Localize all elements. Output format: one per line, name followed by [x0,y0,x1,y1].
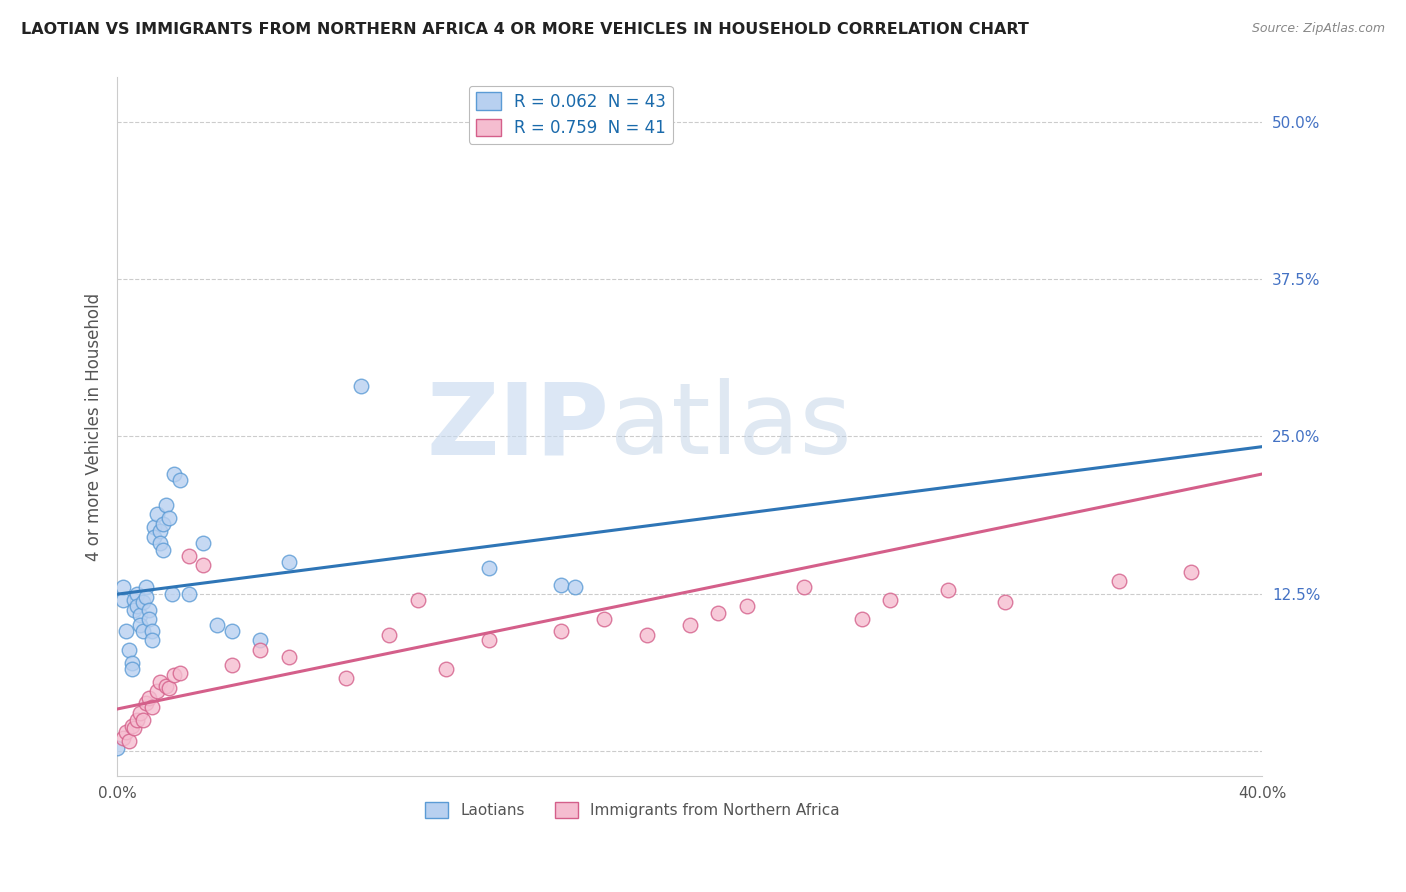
Point [117,734,139,748]
Point [111,731,134,746]
Point [114,624,136,639]
Point [111,593,134,607]
Point [135,580,157,594]
Point [105,741,128,756]
Point [163,668,186,682]
Point [124,593,146,607]
Text: LAOTIAN VS IMMIGRANTS FROM NORTHERN AFRICA 4 OR MORE VEHICLES IN HOUSEHOLD CORRE: LAOTIAN VS IMMIGRANTS FROM NORTHERN AFRI… [21,22,1029,37]
Point [146,508,169,522]
Point [478,633,501,648]
Point [249,633,271,648]
Point [169,473,191,487]
Point [191,558,214,572]
Point [564,580,586,594]
Point [335,671,357,685]
Point [163,467,186,481]
Point [155,499,177,513]
Point [141,700,163,714]
Point [1108,574,1130,588]
Point [157,681,180,695]
Point [132,713,155,727]
Point [207,618,229,632]
Point [550,578,572,592]
Text: atlas: atlas [610,378,851,475]
Point [152,542,174,557]
Point [478,561,501,575]
Point [141,633,163,648]
Point [114,725,136,739]
Text: Source: ZipAtlas.com: Source: ZipAtlas.com [1251,22,1385,36]
Point [160,586,183,600]
Point [177,586,200,600]
Point [135,696,157,710]
Point [135,591,157,605]
Point [707,606,730,620]
Point [143,520,166,534]
Point [146,683,169,698]
Legend: Laotians, Immigrants from Northern Africa: Laotians, Immigrants from Northern Afric… [419,797,846,824]
Point [221,624,243,639]
Point [278,555,301,569]
Point [994,595,1017,609]
Point [132,595,155,609]
Text: ZIP: ZIP [427,378,610,475]
Point [278,649,301,664]
Point [129,618,152,632]
Point [249,643,271,657]
Point [127,599,149,614]
Point [1180,565,1202,579]
Point [138,603,160,617]
Point [593,612,616,626]
Point [149,536,172,550]
Point [141,624,163,639]
Point [221,658,243,673]
Point [879,593,901,607]
Point [735,599,758,614]
Point [679,618,702,632]
Point [149,524,172,538]
Point [127,586,149,600]
Point [124,603,146,617]
Point [129,607,152,622]
Point [936,582,959,597]
Point [177,549,200,563]
Point [124,722,146,736]
Point [121,662,143,676]
Point [436,662,458,676]
Point [152,517,174,532]
Point [121,656,143,670]
Point [191,536,214,550]
Point [155,679,177,693]
Point [550,624,572,639]
Point [127,713,149,727]
Point [378,628,401,642]
Point [636,628,658,642]
Point [143,530,166,544]
Point [406,593,429,607]
Point [851,612,873,626]
Point [793,580,815,594]
Point [111,580,134,594]
Point [132,624,155,639]
Point [138,691,160,706]
Point [138,612,160,626]
Point [349,379,371,393]
Y-axis label: 4 or more Vehicles in Household: 4 or more Vehicles in Household [86,293,103,561]
Point [169,665,191,680]
Point [129,706,152,721]
Point [117,643,139,657]
Point [149,674,172,689]
Point [157,511,180,525]
Point [121,719,143,733]
